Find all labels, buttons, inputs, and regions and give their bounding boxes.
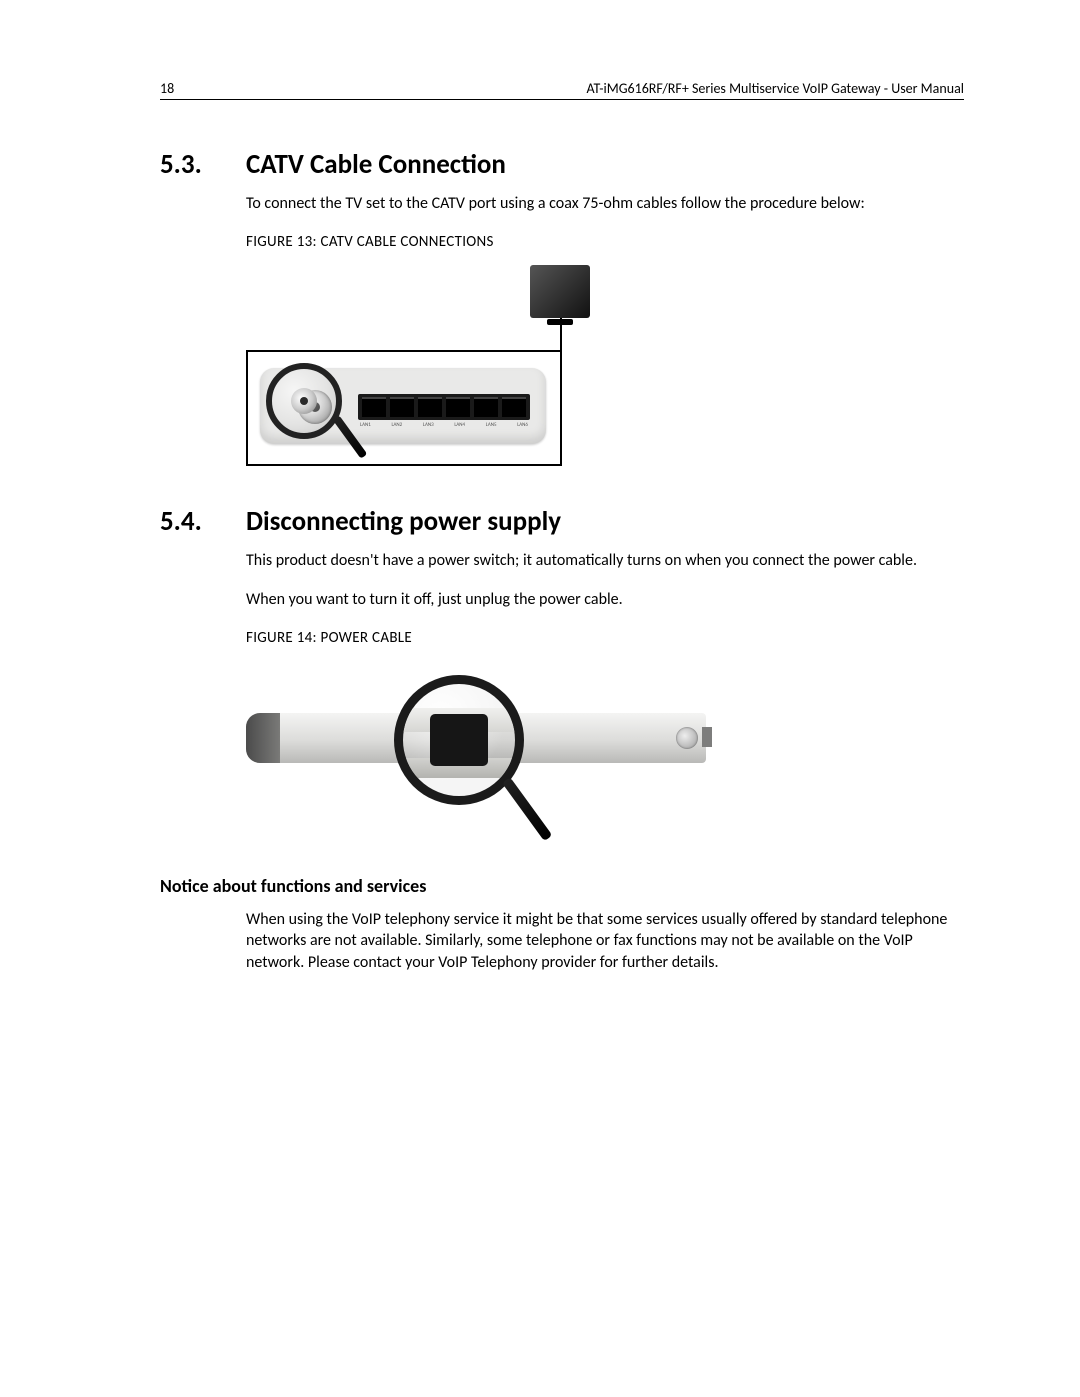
- lan-port-labels: LAN1 LAN2 LAN3 LAN4 LAN5 LAN6: [360, 422, 528, 428]
- magnified-catv-port: [291, 388, 317, 414]
- section-number: 5.4.: [160, 505, 246, 538]
- lan-port-icon: [474, 397, 498, 417]
- notice-section: Notice about functions and services When…: [160, 875, 964, 974]
- magnifier-icon: [266, 363, 342, 439]
- section-title: CATV Cable Connection: [246, 148, 506, 181]
- lan-port-icon: [390, 397, 414, 417]
- lan-label: LAN3: [423, 422, 434, 428]
- section-heading: 5.3. CATV Cable Connection: [160, 148, 964, 181]
- section-paragraph: When you want to turn it off, just unplu…: [246, 589, 964, 611]
- lan-port-icon: [446, 397, 470, 417]
- lan-label: LAN1: [360, 422, 371, 428]
- power-plug-icon: [430, 714, 488, 766]
- section-number: 5.3.: [160, 148, 246, 181]
- figure-14-illustration: [246, 665, 706, 845]
- section-title: Disconnecting power supply: [246, 505, 561, 538]
- lan-port-icon: [502, 397, 526, 417]
- manual-page: 18 AT-iMG616RF/RF+ Series Multiservice V…: [0, 0, 1080, 1397]
- side-connector-icon: [702, 727, 712, 747]
- figure-13-caption: FIGURE 13: CATV CABLE CONNECTIONS: [246, 233, 964, 251]
- section-5-4: 5.4. Disconnecting power supply This pro…: [160, 505, 964, 845]
- lan-label: LAN2: [391, 422, 402, 428]
- lan-label: LAN6: [517, 422, 528, 428]
- tv-icon: [530, 265, 590, 318]
- coax-cable-segment: [560, 318, 562, 350]
- section-5-3: 5.3. CATV Cable Connection To connect th…: [160, 148, 964, 475]
- lan-label: LAN5: [486, 422, 497, 428]
- notice-title: Notice about functions and services: [160, 875, 964, 897]
- lan-port-icon: [418, 397, 442, 417]
- notice-body: When using the VoIP telephony service it…: [246, 909, 964, 974]
- section-heading: 5.4. Disconnecting power supply: [160, 505, 964, 538]
- page-header: 18 AT-iMG616RF/RF+ Series Multiservice V…: [160, 80, 964, 100]
- page-number: 18: [160, 80, 174, 97]
- lan-port-icon: [362, 397, 386, 417]
- section-paragraph: This product doesn't have a power switch…: [246, 550, 964, 572]
- section-intro: To connect the TV set to the CATV port u…: [246, 193, 964, 215]
- lan-ports: [358, 394, 530, 420]
- doc-title: AT-iMG616RF/RF+ Series Multiservice VoIP…: [586, 80, 964, 97]
- lan-label: LAN4: [454, 422, 465, 428]
- magnifier-handle-icon: [502, 777, 552, 841]
- figure-14-caption: FIGURE 14: POWER CABLE: [246, 629, 964, 647]
- figure-13-illustration: LAN1 LAN2 LAN3 LAN4 LAN5 LAN6: [246, 265, 616, 475]
